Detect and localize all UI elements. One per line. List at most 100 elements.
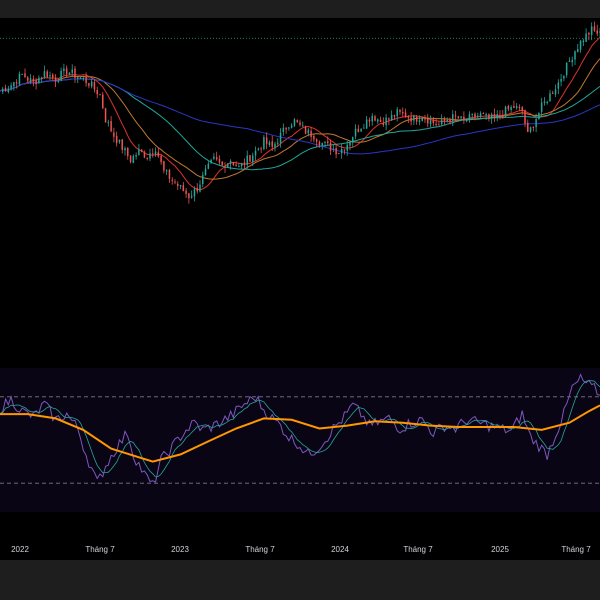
candle-body: [32, 78, 35, 82]
candle-body: [140, 149, 143, 152]
candle-body: [402, 112, 404, 114]
candle-body: [407, 116, 410, 118]
candle-body: [15, 82, 18, 84]
candle-body: [385, 117, 387, 126]
candle-body: [188, 193, 190, 199]
candle-body: [465, 120, 468, 122]
candle-body: [357, 128, 360, 132]
candle-body: [110, 121, 112, 132]
candle-body: [374, 116, 376, 121]
candle-body: [318, 141, 321, 146]
candle-body: [104, 108, 107, 123]
candle-body: [360, 128, 362, 132]
candle-body: [40, 77, 43, 79]
candle-body: [324, 141, 326, 143]
candle-body: [171, 179, 173, 181]
candle-body: [252, 155, 254, 162]
candle-body: [529, 127, 532, 132]
candle-body: [163, 161, 165, 171]
candle-body: [127, 147, 129, 156]
candle-body: [388, 118, 390, 120]
candle-body: [588, 32, 590, 35]
candle-body: [129, 155, 132, 163]
candle-body: [2, 88, 4, 92]
candle-body: [157, 152, 160, 157]
candle-body: [279, 132, 282, 144]
candle-body: [535, 119, 537, 128]
candle-body: [88, 83, 90, 86]
candle-body: [454, 115, 457, 117]
candle-body: [118, 139, 121, 143]
candle-body: [435, 123, 437, 126]
candle-body: [49, 75, 51, 77]
candle-body: [474, 113, 476, 118]
candle-body: [54, 78, 57, 82]
candle-body: [4, 87, 7, 92]
candle-body: [349, 141, 351, 146]
candle-body: [313, 135, 315, 140]
candle-body: [560, 79, 562, 82]
candle-body: [413, 115, 415, 121]
candle-body: [427, 118, 429, 124]
candle-body: [379, 119, 382, 122]
candle-body: [335, 148, 337, 155]
candle-body: [138, 149, 140, 156]
candle-body: [377, 119, 379, 122]
candle-body: [399, 110, 401, 112]
candle-body: [304, 126, 307, 134]
candle-body: [177, 183, 179, 186]
candle-body: [429, 120, 432, 125]
candle-body: [232, 162, 235, 165]
candle-body: [215, 157, 218, 160]
candle-body: [93, 82, 96, 90]
candle-body: [268, 142, 271, 146]
candle-body: [190, 195, 193, 198]
candle-body: [224, 166, 226, 168]
candle-body: [524, 110, 526, 124]
candle-body: [496, 114, 498, 118]
candle-body: [327, 141, 329, 144]
candle-body: [290, 125, 293, 128]
candle-body: [249, 155, 251, 162]
candle-body: [338, 153, 340, 155]
candle-body: [285, 127, 287, 130]
candle-body: [82, 78, 85, 80]
candle-body: [227, 163, 229, 168]
candle-body: [193, 188, 196, 197]
candle-body: [204, 168, 207, 176]
candle-body: [77, 77, 79, 79]
candle-body: [199, 184, 201, 192]
candle-body: [302, 125, 304, 127]
candle-body: [254, 150, 257, 156]
candle-body: [365, 119, 368, 129]
candle-body: [410, 117, 412, 122]
candle-body: [307, 129, 310, 134]
candle-body: [415, 116, 418, 122]
candle-body: [579, 40, 582, 50]
candle-body: [85, 77, 87, 84]
candle-body: [71, 69, 73, 73]
candle-body: [43, 71, 46, 78]
candle-body: [552, 92, 554, 94]
candle-body: [132, 156, 135, 163]
candle-body: [174, 181, 176, 183]
candle-body: [310, 130, 312, 137]
x-tick-label: Tháng 7: [561, 545, 591, 554]
x-tick-label: Tháng 7: [245, 545, 275, 554]
candle-body: [99, 94, 101, 96]
candle-body: [499, 115, 501, 117]
candle-body: [27, 77, 29, 81]
candle-body: [546, 102, 548, 104]
candle-body: [146, 157, 148, 159]
candle-body: [329, 142, 332, 151]
x-tick-label: 2023: [171, 545, 189, 554]
candle-body: [493, 114, 496, 117]
candle-body: [149, 153, 151, 159]
candle-body: [443, 118, 446, 121]
candle-body: [343, 149, 346, 151]
candle-body: [160, 156, 162, 163]
candle-body: [482, 113, 485, 115]
x-tick-label: 2022: [11, 545, 29, 554]
candle-body: [13, 82, 15, 87]
candle-body: [29, 78, 32, 82]
